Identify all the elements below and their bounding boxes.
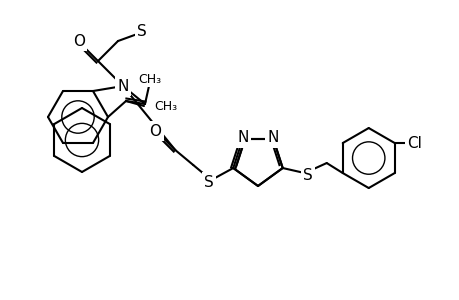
Text: S: S [302, 167, 312, 182]
Text: N: N [267, 130, 278, 146]
Text: CH₃: CH₃ [138, 73, 161, 85]
Text: N: N [236, 130, 248, 146]
Text: N: N [117, 79, 129, 94]
Text: S: S [204, 175, 214, 190]
Text: O: O [149, 124, 161, 139]
Text: CH₃: CH₃ [154, 100, 177, 112]
Text: Cl: Cl [406, 136, 421, 151]
Text: S: S [137, 23, 146, 38]
Text: O: O [73, 34, 85, 49]
